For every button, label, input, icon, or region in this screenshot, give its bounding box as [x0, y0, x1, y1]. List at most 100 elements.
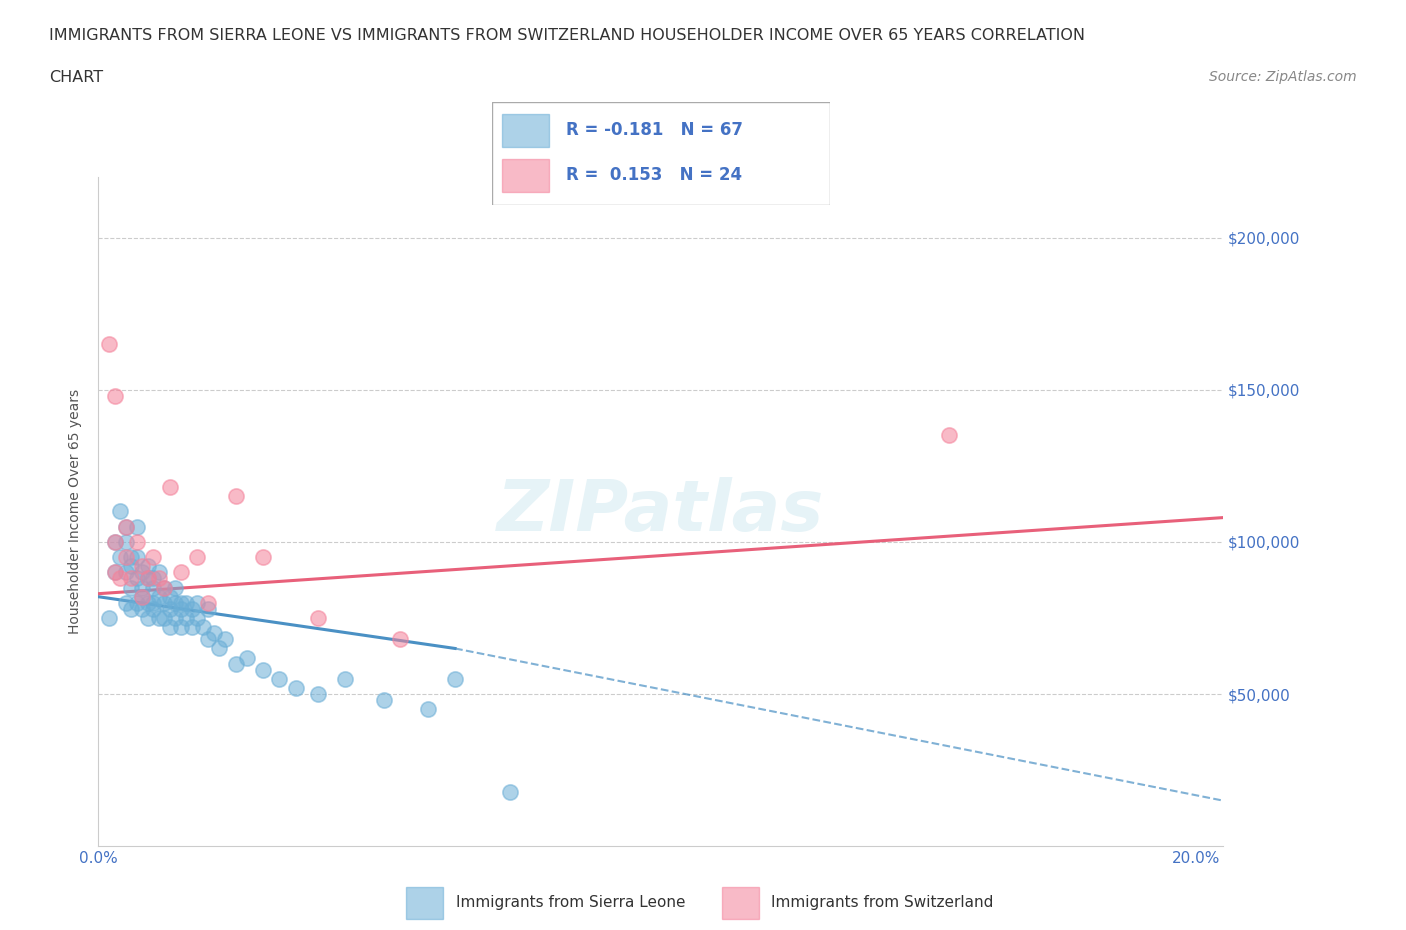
Point	[153, 580, 176, 595]
Point	[136, 611, 159, 626]
Point	[110, 571, 132, 586]
Point	[225, 489, 247, 504]
Point	[120, 580, 142, 595]
Point	[170, 619, 193, 634]
Point	[197, 595, 219, 610]
Text: CHART: CHART	[49, 70, 103, 85]
Text: Immigrants from Switzerland: Immigrants from Switzerland	[770, 895, 994, 910]
Point	[252, 550, 274, 565]
Point	[252, 662, 274, 677]
Point	[165, 611, 187, 626]
Point	[131, 602, 153, 617]
Point	[170, 595, 193, 610]
Text: Source: ZipAtlas.com: Source: ZipAtlas.com	[1209, 70, 1357, 84]
Point	[174, 595, 197, 610]
Point	[98, 337, 121, 352]
Point	[148, 611, 170, 626]
Point	[131, 580, 153, 595]
Point	[148, 590, 170, 604]
Point	[159, 602, 181, 617]
Point	[125, 519, 148, 534]
Point	[142, 595, 165, 610]
Point	[148, 565, 170, 579]
Point	[131, 590, 153, 604]
Point	[159, 590, 181, 604]
Point	[202, 626, 225, 641]
Point	[165, 595, 187, 610]
Point	[115, 565, 138, 579]
Point	[499, 784, 522, 799]
FancyBboxPatch shape	[502, 158, 550, 193]
Point	[104, 389, 127, 404]
Point	[153, 595, 176, 610]
Point	[225, 657, 247, 671]
Point	[136, 559, 159, 574]
Point	[115, 550, 138, 565]
Point	[938, 428, 960, 443]
Point	[416, 702, 439, 717]
Point	[131, 565, 153, 579]
FancyBboxPatch shape	[721, 887, 759, 919]
Point	[197, 631, 219, 646]
Point	[131, 590, 153, 604]
Point	[120, 571, 142, 586]
Point	[389, 631, 412, 646]
Point	[186, 595, 208, 610]
Point	[110, 550, 132, 565]
Point	[335, 671, 357, 686]
Point	[186, 611, 208, 626]
Text: R =  0.153   N = 24: R = 0.153 N = 24	[567, 166, 742, 184]
Point	[131, 559, 153, 574]
Point	[269, 671, 291, 686]
Point	[174, 611, 197, 626]
Point	[153, 611, 176, 626]
Point	[142, 571, 165, 586]
Point	[115, 535, 138, 550]
Point	[214, 631, 236, 646]
Text: Immigrants from Sierra Leone: Immigrants from Sierra Leone	[456, 895, 685, 910]
Point	[104, 565, 127, 579]
Text: ZIPatlas: ZIPatlas	[498, 477, 824, 546]
Point	[120, 559, 142, 574]
Point	[170, 565, 193, 579]
Point	[136, 595, 159, 610]
Point	[125, 571, 148, 586]
Point	[115, 595, 138, 610]
Point	[284, 681, 307, 696]
Point	[197, 602, 219, 617]
Point	[142, 550, 165, 565]
FancyBboxPatch shape	[406, 887, 443, 919]
Point	[191, 619, 214, 634]
Point	[373, 693, 395, 708]
Point	[115, 519, 138, 534]
Point	[136, 571, 159, 586]
Point	[159, 619, 181, 634]
Point	[115, 519, 138, 534]
Point	[208, 641, 231, 656]
Point	[153, 580, 176, 595]
Point	[170, 602, 193, 617]
Point	[104, 565, 127, 579]
Point	[235, 650, 257, 665]
Point	[307, 686, 329, 701]
Point	[180, 602, 202, 617]
Point	[307, 611, 329, 626]
FancyBboxPatch shape	[502, 113, 550, 147]
Point	[444, 671, 467, 686]
Point	[142, 602, 165, 617]
Point	[125, 550, 148, 565]
Point	[142, 580, 165, 595]
Point	[159, 480, 181, 495]
Point	[120, 550, 142, 565]
FancyBboxPatch shape	[492, 102, 830, 205]
Text: IMMIGRANTS FROM SIERRA LEONE VS IMMIGRANTS FROM SWITZERLAND HOUSEHOLDER INCOME O: IMMIGRANTS FROM SIERRA LEONE VS IMMIGRAN…	[49, 28, 1085, 43]
Point	[148, 571, 170, 586]
Point	[180, 619, 202, 634]
Point	[120, 602, 142, 617]
Point	[125, 535, 148, 550]
Point	[110, 504, 132, 519]
Y-axis label: Householder Income Over 65 years: Householder Income Over 65 years	[69, 389, 83, 634]
Point	[186, 550, 208, 565]
Point	[98, 611, 121, 626]
Point	[165, 580, 187, 595]
